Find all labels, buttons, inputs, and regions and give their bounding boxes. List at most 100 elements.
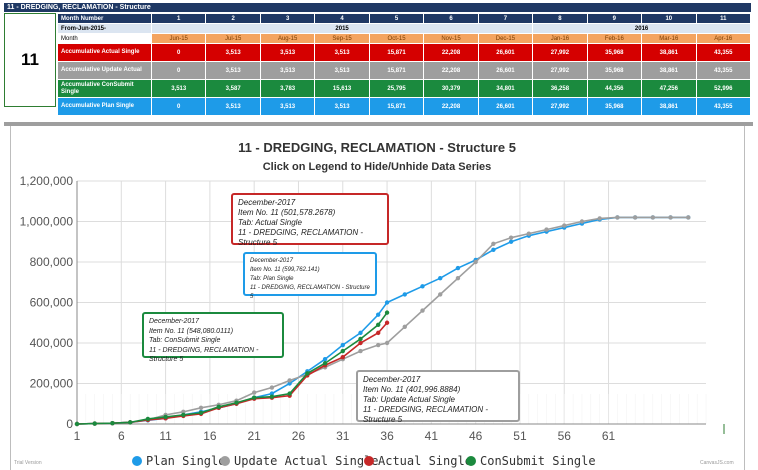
data-point[interactable] xyxy=(562,223,567,228)
tip-line: Item No. 11 (401,996.8884) xyxy=(363,385,461,394)
table-cell: 26,601 xyxy=(477,97,534,116)
y-tick-label: 1,200,000 xyxy=(20,174,74,188)
data-point[interactable] xyxy=(234,400,239,405)
tip-line: Tab: ConSubmit Single xyxy=(149,337,221,344)
data-point[interactable] xyxy=(508,235,514,240)
data-point[interactable] xyxy=(198,410,204,416)
data-point[interactable] xyxy=(384,340,390,346)
data-point[interactable] xyxy=(420,308,425,313)
legend-item[interactable]: Actual Single xyxy=(378,454,472,468)
data-point[interactable] xyxy=(358,336,363,342)
data-point[interactable] xyxy=(287,391,292,396)
data-point[interactable] xyxy=(269,391,275,396)
data-point[interactable] xyxy=(216,404,221,409)
data-point[interactable] xyxy=(376,342,381,348)
data-point[interactable] xyxy=(376,312,381,317)
legend-item[interactable]: Update Actual Single xyxy=(234,454,379,468)
data-point[interactable] xyxy=(650,215,656,220)
data-point[interactable] xyxy=(544,227,549,232)
table-cell: 3,513 xyxy=(314,43,370,62)
tip-line: December-2017 xyxy=(363,375,421,384)
data-point[interactable] xyxy=(491,241,496,246)
table-cell: 38,861 xyxy=(641,97,697,116)
summary-table: 11 - DREDGING, RECLAMATION - Structure 1… xyxy=(4,3,752,116)
data-point[interactable] xyxy=(198,405,204,410)
y-tick-label: 600,000 xyxy=(30,296,74,310)
table-cell: 26,601 xyxy=(477,61,534,80)
table-cell: 22,208 xyxy=(423,97,479,116)
data-point[interactable] xyxy=(110,420,115,426)
data-point[interactable] xyxy=(473,259,478,265)
row-label: Accumulative Plan Single xyxy=(57,97,152,116)
y-tick-label: 0 xyxy=(66,417,73,431)
data-grid: Month Number 1 2 3 4 5 6 7 8 9 10 11 From-Jun-2015- 2… xyxy=(57,13,752,116)
data-point[interactable] xyxy=(438,292,443,297)
data-point[interactable] xyxy=(358,348,363,354)
table-cell: 15,613 xyxy=(314,79,370,98)
data-point[interactable] xyxy=(163,414,168,420)
data-point[interactable] xyxy=(384,320,390,325)
data-point[interactable] xyxy=(74,421,80,427)
table-cell: 25,795 xyxy=(368,79,425,98)
legend-marker[interactable] xyxy=(364,456,374,466)
data-point[interactable] xyxy=(181,412,186,418)
data-point[interactable] xyxy=(322,361,328,366)
data-point[interactable] xyxy=(92,421,97,426)
x-tick-label: 21 xyxy=(248,429,262,443)
data-point[interactable] xyxy=(305,371,310,376)
data-point[interactable] xyxy=(322,357,328,362)
data-point[interactable] xyxy=(491,247,496,253)
legend-marker[interactable] xyxy=(132,456,142,466)
data-point[interactable] xyxy=(508,239,514,244)
series-line[interactable] xyxy=(76,216,689,425)
data-point[interactable] xyxy=(438,276,443,281)
data-point[interactable] xyxy=(455,265,461,271)
data-point[interactable] xyxy=(597,216,602,221)
legend-item[interactable]: Plan Single xyxy=(146,454,225,468)
data-point[interactable] xyxy=(526,231,532,236)
table-cell: 27,992 xyxy=(532,43,588,62)
legend-item[interactable]: ConSubmit Single xyxy=(480,454,596,468)
data-point[interactable] xyxy=(402,292,407,297)
data-point[interactable] xyxy=(287,378,292,383)
data-point[interactable] xyxy=(269,394,275,399)
data-point[interactable] xyxy=(340,342,345,348)
table-cell: 0 xyxy=(150,43,207,62)
section-divider xyxy=(4,122,753,126)
tip-line: 11 - DREDGING, RECLAMATION - Structure 5 xyxy=(238,228,364,247)
legend-marker[interactable] xyxy=(466,456,476,466)
data-point[interactable] xyxy=(340,348,345,354)
data-point[interactable] xyxy=(668,215,673,220)
data-point[interactable] xyxy=(632,215,638,220)
data-point[interactable] xyxy=(181,409,186,415)
data-point[interactable] xyxy=(251,390,257,395)
data-point[interactable] xyxy=(615,215,620,220)
x-tick-label: 51 xyxy=(513,429,527,443)
tip-line: Item No. 11 (501,578.2678) xyxy=(238,208,336,217)
data-point[interactable] xyxy=(127,420,133,425)
data-point[interactable] xyxy=(579,219,585,224)
data-point[interactable] xyxy=(251,395,257,400)
data-point[interactable] xyxy=(340,354,345,360)
legend-marker[interactable] xyxy=(220,456,230,466)
watermark-left: Trial Version xyxy=(14,460,42,466)
data-point[interactable] xyxy=(420,284,425,289)
data-point[interactable] xyxy=(384,300,390,305)
data-point[interactable] xyxy=(269,385,275,390)
data-point[interactable] xyxy=(376,322,381,327)
x-tick-label: 56 xyxy=(558,429,572,443)
table-cell: 36,258 xyxy=(532,79,588,98)
data-point[interactable] xyxy=(358,330,363,336)
data-point[interactable] xyxy=(287,381,292,386)
data-point[interactable] xyxy=(455,276,461,281)
data-point[interactable] xyxy=(686,215,691,220)
x-tick-label: 26 xyxy=(292,429,306,443)
tip-line: 11 - DREDGING, RECLAMATION - Structure 5 xyxy=(149,346,259,364)
data-point[interactable] xyxy=(145,416,151,422)
data-point[interactable] xyxy=(402,324,407,329)
table-row: Accumulative Update Actual 0 3,513 3,513 3,5… xyxy=(57,61,752,80)
data-point[interactable] xyxy=(376,330,381,336)
table-cell: 47,256 xyxy=(641,79,697,98)
data-point[interactable] xyxy=(358,340,363,346)
data-point[interactable] xyxy=(384,310,390,315)
